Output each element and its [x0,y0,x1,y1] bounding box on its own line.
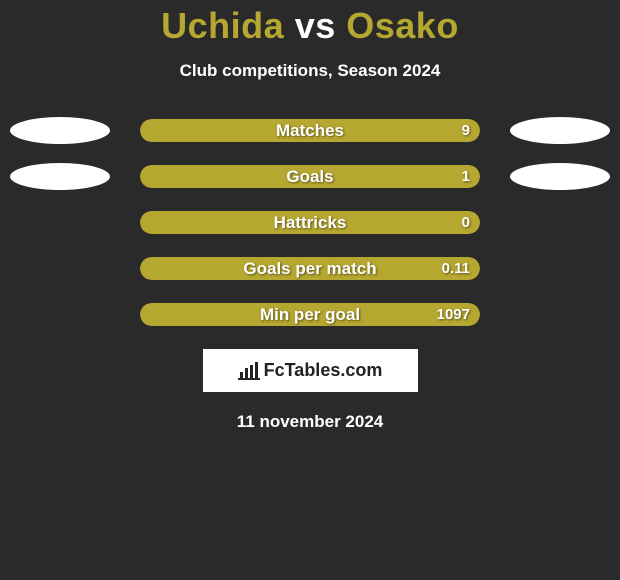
stat-label: Min per goal [140,303,480,326]
stat-value: 0 [462,211,470,234]
stat-bar: Matches9 [140,119,480,142]
page-title: Uchida vs Osako [0,5,620,47]
stat-row: Hattricks0 [0,211,620,234]
comparison-infographic: Uchida vs Osako Club competitions, Seaso… [0,0,620,432]
player-marker-left [10,163,110,190]
stat-row: Matches9 [0,119,620,142]
title-vs: vs [295,5,336,46]
subtitle: Club competitions, Season 2024 [0,61,620,81]
stat-label: Hattricks [140,211,480,234]
chart-icon [238,362,260,380]
player-marker-right [510,117,610,144]
stat-label: Matches [140,119,480,142]
stat-bar: Hattricks0 [140,211,480,234]
stat-value: 0.11 [442,257,470,280]
player-marker-left [10,117,110,144]
date-line: 11 november 2024 [0,412,620,432]
stat-label: Goals per match [140,257,480,280]
title-right: Osako [346,5,459,46]
logo-text: FcTables.com [264,360,383,381]
source-logo: FcTables.com [203,349,418,392]
stat-label: Goals [140,165,480,188]
stat-row: Goals1 [0,165,620,188]
stat-value: 1 [462,165,470,188]
player-marker-right [510,163,610,190]
stat-value: 1097 [437,303,470,326]
stat-rows: Matches9Goals1Hattricks0Goals per match0… [0,119,620,326]
stat-bar: Goals1 [140,165,480,188]
stat-row: Goals per match0.11 [0,257,620,280]
stat-bar: Min per goal1097 [140,303,480,326]
title-left: Uchida [161,5,284,46]
stat-value: 9 [462,119,470,142]
stat-row: Min per goal1097 [0,303,620,326]
stat-bar: Goals per match0.11 [140,257,480,280]
